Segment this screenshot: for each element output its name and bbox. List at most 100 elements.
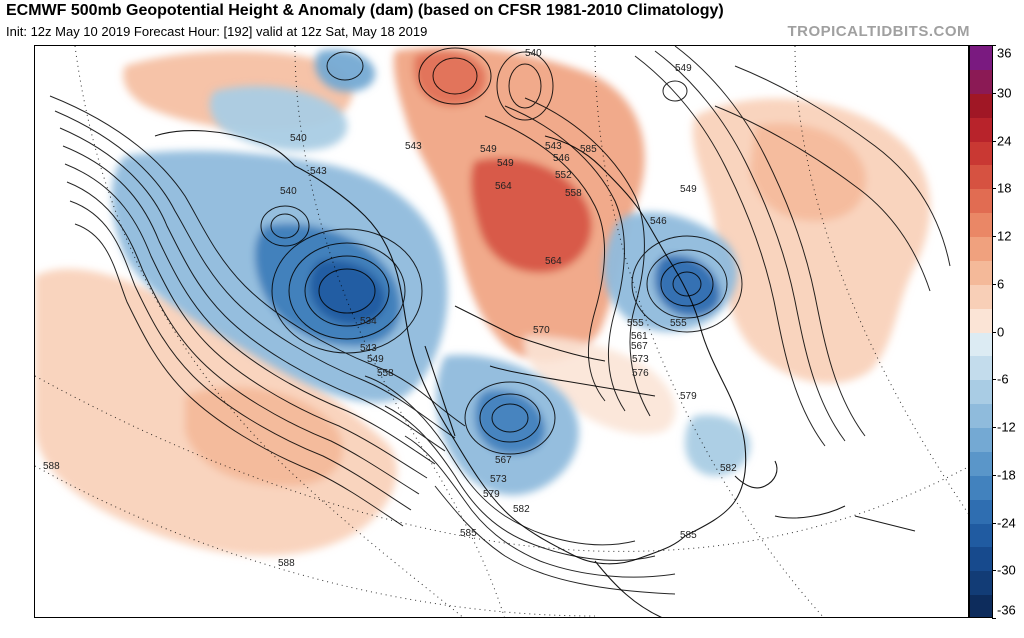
colorbar-segment bbox=[970, 332, 992, 357]
contour-label: 549 bbox=[675, 63, 692, 74]
colorbar-segment bbox=[970, 475, 992, 500]
contour-label: 558 bbox=[565, 188, 582, 199]
contour-label: 585 bbox=[460, 528, 477, 539]
graticule bbox=[35, 46, 968, 617]
contour-label: 555 bbox=[670, 318, 687, 329]
colorbar-tick bbox=[992, 474, 996, 476]
colorbar-segment bbox=[970, 213, 992, 238]
colorbar-segment bbox=[970, 284, 992, 309]
contour-label: 567 bbox=[631, 341, 648, 352]
colorbar-tick-label: 18 bbox=[997, 180, 1012, 196]
contour-label: 564 bbox=[545, 256, 562, 267]
colorbar-segment bbox=[970, 428, 992, 452]
contour-label: 585 bbox=[680, 530, 697, 541]
colorbar-tick-label: 36 bbox=[997, 45, 1012, 61]
colorbar-tick-label: 12 bbox=[997, 228, 1012, 244]
colorbar-segment bbox=[970, 69, 992, 94]
colorbar-segment bbox=[970, 451, 992, 476]
negative-anomaly-north-small bbox=[315, 49, 376, 92]
contour-label: 579 bbox=[483, 489, 500, 500]
colorbar-tick-label: 30 bbox=[997, 85, 1012, 101]
colorbar-tick bbox=[992, 45, 996, 46]
colorbar-segment bbox=[970, 260, 992, 285]
colorbar-segment bbox=[970, 547, 992, 572]
contour-label: 573 bbox=[490, 474, 507, 485]
colorbar-tick bbox=[992, 331, 996, 333]
colorbar-segment bbox=[970, 237, 992, 261]
colorbar-tick bbox=[992, 570, 996, 572]
negative-anomaly-alaska bbox=[209, 86, 348, 151]
contour-label: 588 bbox=[278, 558, 295, 569]
colorbar-tick-label: -18 bbox=[997, 467, 1016, 483]
contour-label: 540 bbox=[525, 48, 542, 59]
colorbar-tick-label: -30 bbox=[997, 562, 1016, 578]
contour-label: 555 bbox=[627, 318, 644, 329]
contour-label: 543 bbox=[405, 141, 422, 152]
colorbar-segment bbox=[970, 499, 992, 524]
colorbar-segment bbox=[970, 595, 992, 617]
contour-label: 540 bbox=[280, 186, 297, 197]
height-contours bbox=[49, 46, 951, 595]
contour-label: 534 bbox=[360, 316, 377, 327]
colorbar-segment bbox=[970, 380, 992, 405]
positive-anomaly-canada-core bbox=[470, 157, 592, 273]
colorbar-segment bbox=[970, 356, 992, 381]
colorbar-tick-label: -6 bbox=[997, 371, 1009, 387]
contour-label: 549 bbox=[497, 158, 514, 169]
positive-anomaly-pacific-core bbox=[185, 387, 343, 486]
contour-label: 570 bbox=[533, 325, 550, 336]
coastlines bbox=[154, 130, 916, 617]
positive-anomaly-atlantic-core bbox=[750, 123, 866, 221]
negative-anomaly-plains-core bbox=[475, 390, 546, 455]
colorbar-segment bbox=[970, 571, 992, 596]
contour-label: 549 bbox=[680, 184, 697, 195]
colorbar-tick bbox=[992, 140, 996, 142]
map-panel: 540 540 540 543 543 543 546 546 549 549 … bbox=[34, 45, 969, 618]
contour-label: 549 bbox=[480, 144, 497, 155]
colorbar-tick bbox=[992, 522, 996, 524]
colorbar-tick-label: -12 bbox=[997, 419, 1016, 435]
colorbar-tick-label: -24 bbox=[997, 515, 1016, 530]
negative-anomaly-florida bbox=[685, 414, 751, 476]
colorbar-tick bbox=[992, 92, 996, 94]
colorbar-segment bbox=[970, 189, 992, 214]
colorbar-segment bbox=[970, 404, 992, 429]
contour-label: 558 bbox=[377, 368, 394, 379]
anomaly-shading bbox=[35, 47, 931, 556]
contour-label: 579 bbox=[680, 391, 697, 402]
chart-title: ECMWF 500mb Geopotential Height & Anomal… bbox=[6, 2, 724, 19]
contour-label: 588 bbox=[43, 461, 60, 472]
colorbar-tick-label: 6 bbox=[997, 276, 1005, 292]
contour-label: 585 bbox=[580, 144, 597, 155]
colorbar-tick bbox=[992, 427, 996, 428]
contour-label: 582 bbox=[513, 504, 530, 515]
contour-label: 543 bbox=[545, 141, 562, 152]
contour-label: 564 bbox=[495, 181, 512, 192]
colorbar-segment bbox=[970, 308, 992, 333]
colorbar-tick-label: -36 bbox=[997, 602, 1016, 618]
chart-subtitle: Init: 12z May 10 2019 Forecast Hour: [19… bbox=[6, 24, 428, 39]
contour-label: 543 bbox=[360, 343, 377, 354]
anomaly-colorbar bbox=[969, 45, 993, 618]
colorbar-tick-label: 24 bbox=[997, 133, 1012, 148]
colorbar-tick bbox=[992, 618, 996, 619]
colorbar-segment bbox=[970, 523, 992, 548]
contour-label: 540 bbox=[290, 133, 307, 144]
contour-label: 582 bbox=[720, 463, 737, 474]
contour-label: 543 bbox=[310, 166, 327, 177]
contour-label: 549 bbox=[367, 354, 384, 365]
colorbar-tick bbox=[992, 236, 996, 237]
colorbar-segment bbox=[970, 93, 992, 118]
contour-label: 567 bbox=[495, 455, 512, 466]
colorbar-segment bbox=[970, 165, 992, 190]
colorbar-tick bbox=[992, 379, 996, 381]
positive-anomaly-north-core bbox=[414, 51, 486, 106]
contour-label: 546 bbox=[553, 153, 570, 164]
watermark: TROPICALTIDBITS.COM bbox=[787, 23, 970, 40]
positive-anomaly-se-us bbox=[524, 336, 676, 435]
colorbar-segment bbox=[970, 46, 992, 70]
colorbar-segment bbox=[970, 141, 992, 166]
contour-label: 573 bbox=[632, 354, 649, 365]
contour-label: 552 bbox=[555, 170, 572, 181]
